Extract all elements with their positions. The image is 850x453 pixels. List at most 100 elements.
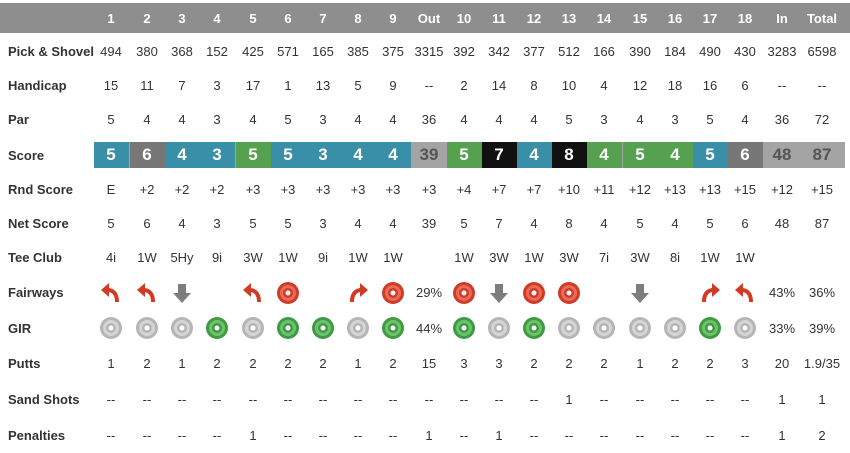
gir-miss-icon: [728, 310, 763, 346]
par-cell-2: 4: [143, 111, 151, 127]
fairway-miss-icon: [447, 275, 482, 310]
handicap-cell-4: 3: [213, 77, 221, 93]
fairway-miss-left-icon: [728, 275, 763, 310]
putts-cell-15: 1: [636, 356, 644, 371]
column-header-4: 4: [213, 10, 221, 26]
handicap-cell-12: 8: [530, 77, 538, 93]
gir-hit-icon: [693, 310, 728, 346]
fairways-cell-16: [658, 275, 693, 310]
row-fairways: Fairways 29% 43% 36%: [0, 275, 850, 310]
putts-cell-2: 2: [143, 356, 151, 371]
net-score-cell-17: 5: [706, 215, 714, 231]
tee-club-cell-7: 9i: [317, 250, 329, 265]
net-score-cell-16: 4: [671, 215, 679, 231]
putts-cell-7: 2: [319, 356, 327, 371]
par-cell-7: 3: [319, 111, 327, 127]
pick-and-shovel-cell-10: 392: [453, 43, 475, 59]
handicap-cell-18: 6: [741, 77, 749, 93]
net-score-cell-3: 4: [178, 215, 186, 231]
rnd-score-cell-13: +10: [557, 181, 581, 197]
gir-cell-out: 44%: [415, 320, 443, 336]
row-sand-shots: Sand Shots -- -- -- -- -- -- -- -- -- -- -- -- -- 1 -- -…: [0, 381, 850, 418]
fairways-cell-7: [306, 275, 341, 310]
net-score-cell-5: 5: [249, 215, 257, 231]
penalties-cell-12: --: [529, 428, 539, 443]
column-header-12: 12: [526, 10, 542, 26]
handicap-cell-in: --: [777, 77, 787, 93]
putts-cell-4: 2: [213, 356, 221, 371]
rnd-score-cell-11: +7: [491, 181, 507, 197]
rnd-score-cell-16: +13: [663, 181, 687, 197]
net-score-cell-2: 6: [143, 215, 151, 231]
handicap-cell-17: 16: [702, 77, 718, 93]
fairway-short-icon: [165, 275, 200, 310]
row-label-gir: GIR: [8, 320, 32, 336]
tee-club-cell-3: 5Hy: [170, 250, 194, 265]
par-cell-14: 3: [600, 111, 608, 127]
penalties-cell-4: --: [212, 428, 222, 443]
tee-club-cell-6: 1W: [278, 250, 298, 265]
fairway-miss-icon: [552, 275, 587, 310]
putts-cell-17: 2: [706, 356, 714, 371]
sand-shots-cell-18: --: [740, 392, 750, 407]
rnd-score-cell-3: +2: [174, 181, 190, 197]
handicap-cell-5: 17: [245, 77, 261, 93]
rnd-score-cell-9: +3: [385, 181, 401, 197]
tee-club-cell-5: 3W: [243, 250, 263, 265]
gir-miss-icon: [658, 310, 693, 346]
rnd-score-cell-in: +12: [770, 181, 794, 197]
tee-club-cell-18: 1W: [735, 250, 755, 265]
gir-hit-icon: [447, 310, 482, 346]
sand-shots-cell-13: 1: [565, 392, 573, 407]
penalties-cell-16: --: [670, 428, 680, 443]
par-cell-out: 36: [421, 111, 437, 127]
rnd-score-cell-out: +3: [421, 181, 437, 197]
putts-cell-6: 2: [284, 356, 292, 371]
tee-club-cell-4: 9i: [211, 250, 223, 265]
column-header-out: Out: [417, 10, 441, 26]
score-cell-11: 7: [481, 142, 517, 168]
pick-and-shovel-cell-8: 385: [347, 43, 369, 59]
penalties-cell-out: 1: [425, 428, 433, 443]
par-cell-11: 4: [495, 111, 503, 127]
row-label-par: Par: [8, 111, 29, 127]
fairway-miss-right-icon: [693, 275, 728, 310]
pick-and-shovel-cell-4: 152: [206, 43, 228, 59]
putts-cell-total: 1.9/35: [803, 356, 841, 371]
gir-miss-icon: [130, 310, 165, 346]
row-label-handicap: Handicap: [8, 77, 67, 93]
column-header-17: 17: [702, 10, 718, 26]
rnd-score-cell-6: +3: [280, 181, 296, 197]
tee-club-cell-out: [412, 240, 447, 275]
tee-club-cell-in: [765, 240, 800, 275]
column-header-6: 6: [284, 10, 292, 26]
header-row: 1 2 3 4 5 6 7 8 9 Out 10 11 12 13 14 15 16 17 18 In Total: [0, 3, 850, 33]
pick-and-shovel-cell-in: 3283: [767, 43, 797, 59]
gir-miss-icon: [482, 310, 517, 346]
column-header-3: 3: [178, 10, 186, 26]
score-cell-out: 39: [411, 142, 447, 168]
fairway-miss-icon: [271, 275, 306, 310]
rnd-score-cell-17: +13: [698, 181, 722, 197]
rnd-score-cell-1: E: [106, 181, 116, 197]
par-cell-16: 3: [671, 111, 679, 127]
handicap-cell-15: 12: [632, 77, 648, 93]
net-score-cell-total: 87: [814, 215, 830, 231]
sand-shots-cell-11: --: [494, 392, 504, 407]
penalties-cell-11: 1: [495, 428, 503, 443]
rnd-score-cell-8: +3: [350, 181, 366, 197]
putts-cell-out: 15: [421, 356, 437, 371]
row-net-score: Net Score 5 6 4 3 5 5 3 4 4 39 5 7 4 8 4 5 4 5 6 48 87: [0, 206, 850, 240]
handicap-cell-2: 11: [140, 77, 154, 93]
tee-club-cell-11: 3W: [489, 250, 509, 265]
score-cell-16: 4: [657, 142, 693, 168]
column-header-7: 7: [319, 10, 327, 26]
putts-cell-14: 2: [600, 356, 608, 371]
row-label-penalties: Penalties: [8, 428, 66, 443]
penalties-cell-10: --: [459, 428, 469, 443]
sand-shots-cell-15: --: [635, 392, 645, 407]
score-cell-7: 3: [305, 142, 341, 168]
par-cell-10: 4: [460, 111, 468, 127]
column-header-13: 13: [561, 10, 577, 26]
par-cell-4: 3: [213, 111, 221, 127]
